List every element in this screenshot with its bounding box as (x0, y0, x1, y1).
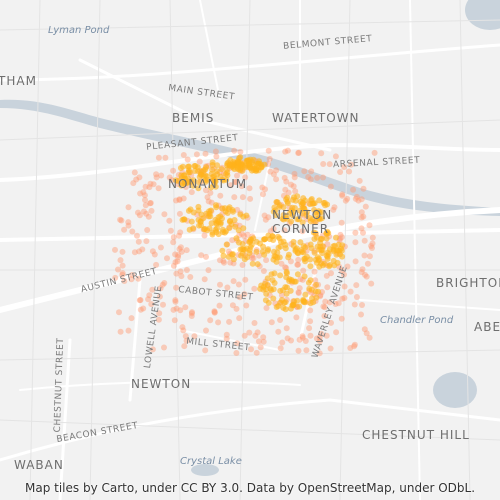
chestnut-hill-label: CHESTNUT HILL (362, 428, 470, 442)
bemis-label: BEMIS (172, 111, 215, 125)
hotspot-points (172, 154, 346, 313)
waltham-label: THAM (0, 74, 37, 88)
nonantum-label: NONANTUM (168, 177, 248, 191)
crystal-lake-water (191, 464, 219, 476)
brighton-label: BRIGHTON (436, 276, 500, 290)
newton-corner-label-line1: NEWTON (272, 208, 333, 222)
newton-corner-label-line2: CORNER (272, 222, 330, 236)
crystal-lake-label: Crystal Lake (180, 456, 242, 467)
pond-water (465, 0, 500, 30)
map-attribution: Map tiles by Carto, under CC BY 3.0. Dat… (24, 481, 476, 495)
reservoir-water (433, 372, 477, 408)
watertown-label: WATERTOWN (272, 111, 360, 125)
newton-label: NEWTON (131, 377, 192, 391)
aberdeen-label: ABE (474, 320, 500, 334)
waban-label: WABAN (14, 458, 64, 472)
chandler-pond-label: Chandler Pond (380, 315, 454, 326)
lyman-pond-label: Lyman Pond (48, 25, 110, 36)
